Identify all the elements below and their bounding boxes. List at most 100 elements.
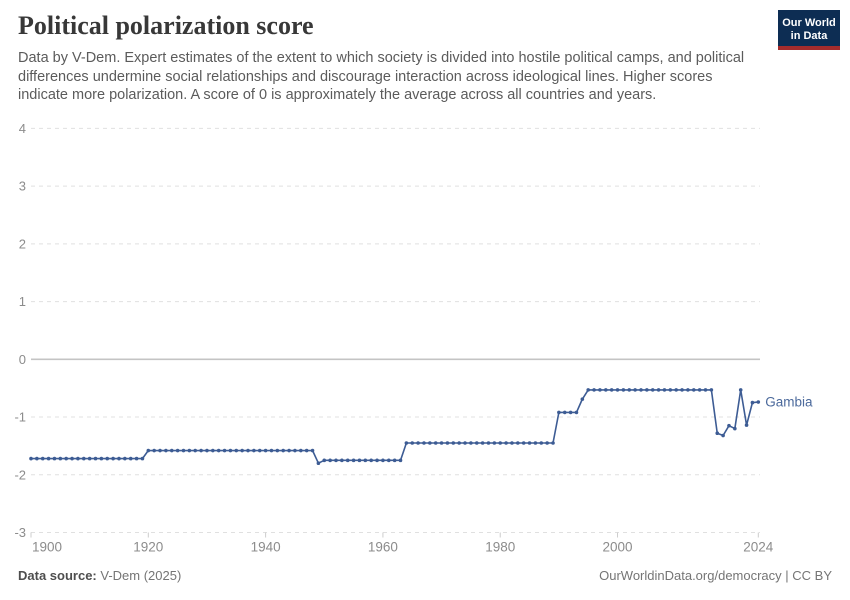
entity-label[interactable]: Gambia [765,395,813,410]
data-point[interactable] [428,441,432,445]
data-point[interactable] [727,423,731,428]
data-point[interactable] [469,441,473,445]
data-point[interactable] [187,448,192,453]
data-point[interactable] [222,448,227,453]
data-point[interactable] [322,458,327,463]
data-point[interactable] [686,388,690,392]
data-point[interactable] [598,388,602,392]
data-point[interactable] [668,388,673,392]
data-point[interactable] [703,388,708,392]
data-point[interactable] [269,448,274,453]
data-point[interactable] [123,456,127,461]
data-point[interactable] [293,448,297,453]
data-point[interactable] [574,410,579,415]
data-point[interactable] [117,456,121,461]
data-point[interactable] [451,441,456,445]
data-point[interactable] [586,388,591,392]
data-point[interactable] [445,441,450,445]
data-point[interactable] [310,448,315,453]
data-point[interactable] [533,441,538,445]
data-point[interactable] [252,448,256,453]
data-point[interactable] [381,458,385,463]
data-point[interactable] [621,388,626,392]
data-point[interactable] [52,456,57,461]
data-point[interactable] [439,441,444,445]
data-point[interactable] [246,448,250,453]
owid-logo[interactable]: Our World in Data [778,10,840,50]
data-point[interactable] [351,458,356,463]
data-point[interactable] [516,441,520,445]
data-point[interactable] [539,441,544,445]
data-point[interactable] [328,458,332,463]
data-point[interactable] [656,388,661,392]
data-point[interactable] [128,456,133,461]
data-point[interactable] [281,448,286,453]
data-point[interactable] [134,456,139,461]
data-point[interactable] [87,456,92,461]
data-point[interactable] [615,388,620,392]
data-point[interactable] [398,458,403,463]
data-point[interactable] [70,456,74,461]
data-point[interactable] [480,441,485,445]
data-point[interactable] [99,456,104,461]
data-point[interactable] [422,441,426,445]
data-point[interactable] [216,448,221,453]
data-point[interactable] [76,456,80,461]
data-point[interactable] [205,448,209,453]
data-point[interactable] [715,431,720,435]
data-point[interactable] [240,448,244,453]
data-point[interactable] [345,458,350,463]
data-point[interactable] [580,397,585,401]
data-point[interactable] [316,461,321,466]
data-point[interactable] [199,448,203,453]
data-point[interactable] [521,441,526,445]
data-point[interactable] [369,458,373,463]
data-point[interactable] [492,441,497,445]
data-point[interactable] [158,448,162,453]
data-point[interactable] [340,458,344,463]
data-point[interactable] [627,388,632,392]
data-point[interactable] [680,388,684,392]
data-point[interactable] [257,448,262,453]
data-point[interactable] [263,448,268,453]
data-point[interactable] [733,426,737,431]
data-point[interactable] [299,448,303,453]
data-point[interactable] [234,448,239,453]
data-point[interactable] [416,441,420,445]
data-point[interactable] [645,388,649,392]
data-point[interactable] [545,441,549,445]
data-point[interactable] [551,441,555,445]
data-point[interactable] [697,388,702,392]
data-point[interactable] [35,456,39,461]
data-point[interactable] [633,388,637,392]
data-point[interactable] [275,448,280,453]
data-point[interactable] [457,441,461,445]
data-point[interactable] [756,400,761,404]
data-point[interactable] [433,441,438,445]
data-point[interactable] [604,388,608,392]
data-point[interactable] [662,388,667,392]
data-point[interactable] [111,456,115,461]
data-point[interactable] [363,458,368,463]
data-point[interactable] [750,400,755,405]
data-point[interactable] [152,448,156,453]
data-point[interactable] [58,456,63,461]
data-point[interactable] [164,448,168,453]
data-point[interactable] [721,433,725,438]
data-point[interactable] [592,388,596,392]
data-point[interactable] [169,448,174,453]
data-point[interactable] [691,388,696,392]
data-point[interactable] [744,423,749,427]
data-point[interactable] [557,410,561,415]
data-point[interactable] [738,388,743,392]
data-point[interactable] [504,441,508,445]
data-point[interactable] [211,448,215,453]
data-point[interactable] [304,448,309,453]
data-point[interactable] [650,388,655,392]
data-point[interactable] [181,448,186,453]
data-point[interactable] [474,441,479,445]
data-point[interactable] [64,456,68,461]
data-point[interactable] [562,410,567,415]
data-point[interactable] [357,458,362,463]
